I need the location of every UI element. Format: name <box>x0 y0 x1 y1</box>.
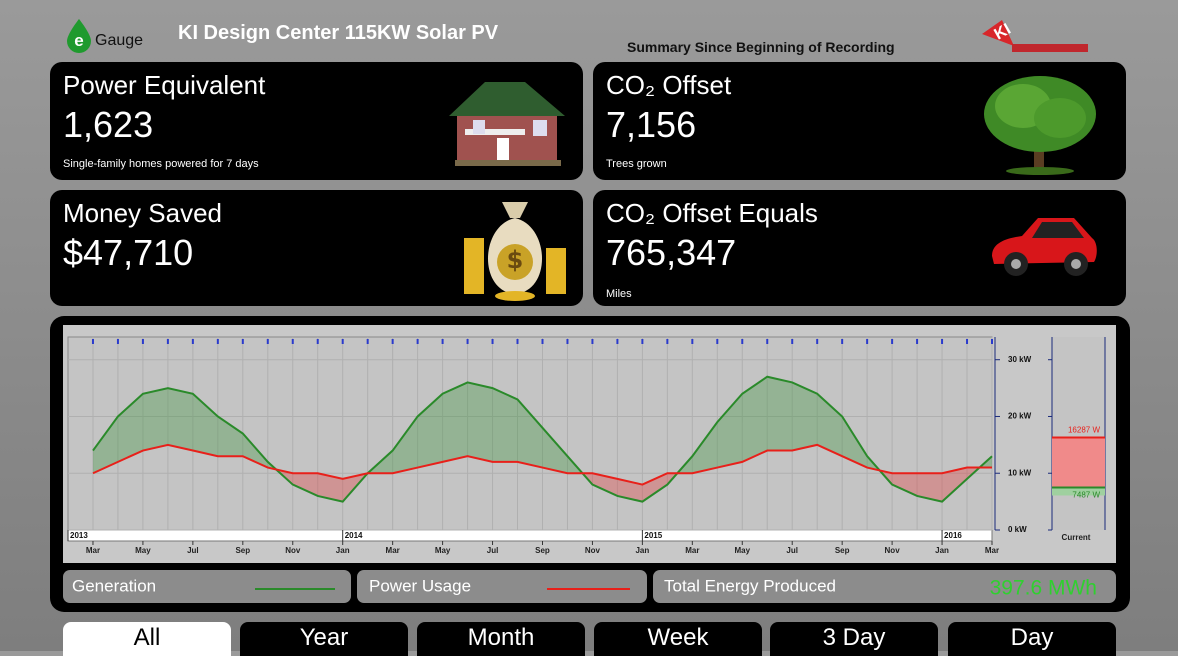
year-label: 2013 <box>70 531 88 540</box>
total-value: 397.6 MWh <box>990 577 1097 600</box>
total-label: Total Energy Produced <box>664 576 836 595</box>
x-tick-label: Jan <box>935 546 949 555</box>
car-icon <box>988 212 1100 282</box>
current-value-label: 16287 W <box>1068 426 1100 435</box>
x-tick-label: May <box>734 546 750 555</box>
current-range <box>1052 438 1105 488</box>
card-title: CO₂ Offset Equals <box>606 198 818 229</box>
logo-mark: e <box>74 31 83 50</box>
ki-logo: KI <box>978 18 1093 58</box>
tree-icon <box>978 68 1103 176</box>
x-tick-label: Mar <box>386 546 400 555</box>
x-tick-label: Sep <box>835 546 850 555</box>
card: Money Saved $47,710 $ <box>50 190 583 306</box>
card: Power Equivalent 1,623 Single-family hom… <box>50 62 583 180</box>
y-tick-label: 10 kW <box>1008 468 1032 477</box>
x-tick-label: Jan <box>635 546 649 555</box>
legend-label: Generation <box>72 576 156 595</box>
x-tick-label: Jul <box>487 546 499 555</box>
legend-label: Power Usage <box>369 576 471 595</box>
current-label: Current <box>1062 533 1091 542</box>
card-note: Trees grown <box>606 158 667 170</box>
x-tick-label: Jan <box>336 546 350 555</box>
year-label: 2014 <box>345 531 363 540</box>
difference-area <box>143 388 168 450</box>
x-tick-label: May <box>135 546 151 555</box>
x-tick-label: Mar <box>985 546 999 555</box>
x-tick-label: Mar <box>685 546 699 555</box>
card-value: 1,623 <box>63 104 153 146</box>
card: CO₂ Offset Equals 765,347 Miles <box>593 190 1126 306</box>
x-tick-label: Nov <box>585 546 601 555</box>
brand: Gauge <box>95 32 143 50</box>
egauge-logo: e <box>64 18 94 54</box>
card-title: CO₂ Offset <box>606 70 731 101</box>
x-tick-label: Nov <box>285 546 301 555</box>
house-icon <box>445 74 570 169</box>
card-title: Power Equivalent <box>63 70 265 101</box>
svg-text:$: $ <box>507 246 524 274</box>
x-tick-label: Jul <box>786 546 798 555</box>
year-label: 2015 <box>644 531 662 540</box>
y-tick-label: 30 kW <box>1008 355 1032 364</box>
money-icon: $ <box>460 196 570 302</box>
current-value-label: 7487 W <box>1072 491 1100 500</box>
y-tick-label: 0 kW <box>1008 525 1027 534</box>
year-label: 2016 <box>944 531 962 540</box>
card-note: Miles <box>606 288 632 300</box>
x-tick-label: Jul <box>187 546 199 555</box>
difference-area <box>443 382 468 461</box>
difference-area <box>468 382 493 461</box>
header-subtitle: Summary Since Beginning of Recording <box>627 39 895 55</box>
year-strip <box>68 530 992 541</box>
card-value: $47,710 <box>63 232 193 274</box>
x-tick-label: Nov <box>885 546 901 555</box>
x-tick-label: May <box>435 546 451 555</box>
page: Generation Power Usage Total Energy Prod… <box>0 0 1178 651</box>
x-tick-label: Mar <box>86 546 100 555</box>
card-value: 765,347 <box>606 232 736 274</box>
x-tick-label: Sep <box>235 546 250 555</box>
card-title: Money Saved <box>63 198 222 229</box>
difference-area <box>493 388 518 462</box>
difference-area <box>767 377 792 451</box>
y-tick-label: 20 kW <box>1008 412 1032 421</box>
card: CO₂ Offset 7,156 Trees grown <box>593 62 1126 180</box>
logo-bar <box>1012 44 1088 52</box>
card-note: Single-family homes powered for 7 days <box>63 158 259 170</box>
header-title: KI Design Center 115KW Solar PV <box>178 22 498 45</box>
card-value: 7,156 <box>606 104 696 146</box>
x-tick-label: Sep <box>535 546 550 555</box>
difference-area <box>168 388 193 450</box>
